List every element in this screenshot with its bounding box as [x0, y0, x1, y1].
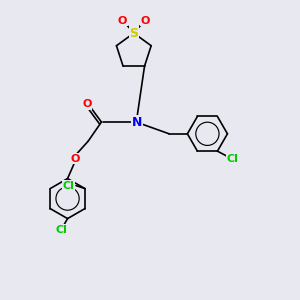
Text: O: O — [70, 154, 80, 164]
Text: O: O — [82, 99, 92, 110]
Text: O: O — [140, 16, 150, 26]
Text: Cl: Cl — [227, 154, 239, 164]
Text: Cl: Cl — [56, 225, 68, 235]
Text: O: O — [118, 16, 127, 26]
Text: N: N — [132, 116, 142, 128]
Text: S: S — [129, 27, 138, 40]
Text: Cl: Cl — [63, 181, 75, 190]
